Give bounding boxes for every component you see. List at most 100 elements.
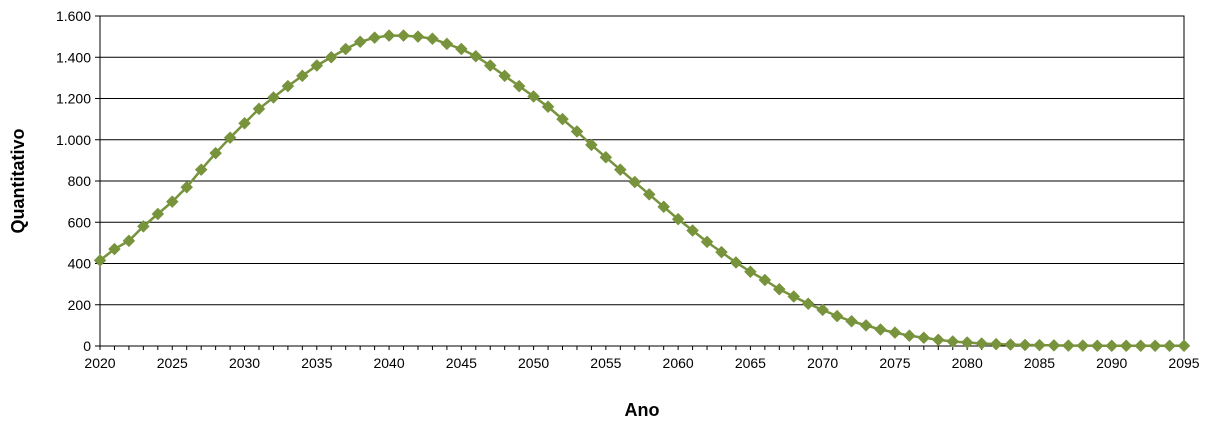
x-tick-label: 2080 bbox=[952, 355, 983, 371]
y-tick-label: 1.000 bbox=[56, 132, 91, 148]
data-point bbox=[527, 90, 540, 103]
data-point bbox=[1033, 338, 1046, 352]
data-point bbox=[1018, 338, 1032, 352]
y-axis: 0 200 400 600 800 1.000 1.200 1.400 1.600 bbox=[56, 8, 100, 354]
x-tick-label: 2070 bbox=[807, 355, 838, 371]
data-point bbox=[397, 29, 410, 42]
data-point bbox=[1076, 339, 1090, 352]
data-point bbox=[339, 42, 353, 56]
data-point bbox=[975, 337, 989, 350]
x-tick-label: 2045 bbox=[446, 355, 477, 371]
data-point bbox=[657, 200, 671, 214]
data-point bbox=[108, 242, 121, 256]
data-point bbox=[903, 329, 916, 343]
data-point bbox=[960, 336, 974, 349]
data-point bbox=[1047, 339, 1061, 352]
data-point bbox=[426, 32, 439, 46]
x-tick-label: 2040 bbox=[373, 355, 404, 371]
data-point bbox=[223, 131, 237, 145]
data-point bbox=[628, 175, 642, 189]
data-point bbox=[1105, 339, 1119, 353]
data-point bbox=[772, 282, 786, 296]
x-tick-label: 2060 bbox=[663, 355, 694, 371]
data-point bbox=[931, 333, 945, 347]
data-point bbox=[93, 254, 107, 267]
x-tick-label: 2055 bbox=[590, 355, 621, 371]
data-point bbox=[888, 326, 902, 339]
data-point bbox=[194, 163, 208, 177]
data-point bbox=[570, 125, 584, 138]
x-tick-label: 2075 bbox=[879, 355, 910, 371]
data-point bbox=[498, 69, 512, 83]
data-point bbox=[845, 314, 858, 328]
y-tick-label: 600 bbox=[68, 214, 92, 230]
data-point bbox=[1177, 339, 1191, 353]
data-point bbox=[541, 100, 555, 114]
x-tick-label: 2065 bbox=[735, 355, 766, 371]
data-point bbox=[700, 235, 714, 249]
data-point bbox=[715, 245, 728, 259]
data-point bbox=[758, 273, 772, 287]
data-point bbox=[122, 234, 136, 248]
data-point bbox=[874, 323, 887, 336]
data-point bbox=[411, 30, 425, 43]
data-point bbox=[859, 319, 873, 332]
x-tick-label: 2095 bbox=[1168, 355, 1199, 371]
x-tick-label: 2090 bbox=[1096, 355, 1127, 371]
data-point bbox=[324, 50, 338, 64]
x-axis-title: Ano bbox=[625, 400, 660, 420]
x-axis: 2020 2025 2030 2035 2040 2045 2050 2055 2060 2065… bbox=[84, 346, 1200, 371]
data-point bbox=[238, 116, 251, 130]
data-point bbox=[642, 188, 656, 201]
data-point bbox=[744, 265, 757, 279]
data-point bbox=[180, 180, 194, 194]
data-point bbox=[917, 331, 931, 345]
data-point bbox=[137, 220, 150, 233]
data-point bbox=[1148, 339, 1162, 353]
data-point bbox=[830, 309, 844, 323]
data-point bbox=[353, 35, 367, 49]
y-tick-label: 1.200 bbox=[56, 91, 91, 107]
data-point bbox=[1090, 339, 1104, 353]
data-point bbox=[599, 150, 613, 164]
data-point bbox=[310, 59, 324, 72]
data-point bbox=[454, 42, 468, 56]
data-point bbox=[252, 102, 266, 116]
data-point bbox=[1163, 339, 1176, 353]
series-line bbox=[99, 34, 1184, 348]
data-point bbox=[512, 79, 526, 93]
data-point bbox=[440, 37, 454, 51]
y-tick-label: 1.600 bbox=[56, 8, 91, 24]
series bbox=[93, 29, 1191, 353]
y-tick-label: 200 bbox=[68, 297, 92, 313]
y-axis-title: Quantitativo bbox=[8, 128, 28, 233]
y-tick-label: 1.400 bbox=[56, 49, 91, 65]
x-tick-label: 2030 bbox=[229, 355, 260, 371]
data-point bbox=[165, 195, 179, 208]
data-point bbox=[585, 138, 598, 152]
data-point bbox=[729, 256, 743, 269]
data-point bbox=[787, 290, 801, 303]
data-point bbox=[946, 335, 960, 348]
data-point bbox=[1119, 339, 1133, 353]
data-point bbox=[267, 91, 280, 104]
data-point bbox=[1004, 338, 1017, 351]
y-tick-label: 0 bbox=[83, 338, 91, 354]
data-point bbox=[483, 59, 497, 72]
data-point bbox=[686, 224, 699, 237]
y-tick-label: 400 bbox=[68, 256, 92, 272]
x-tick-label: 2050 bbox=[518, 355, 549, 371]
data-point bbox=[801, 297, 815, 311]
data-point bbox=[368, 31, 381, 45]
gridlines bbox=[100, 15, 1184, 347]
data-point bbox=[613, 163, 627, 177]
data-point bbox=[469, 49, 483, 63]
data-point bbox=[816, 303, 830, 317]
data-point bbox=[1134, 339, 1147, 353]
x-tick-label: 2020 bbox=[84, 355, 115, 371]
y-tick-label: 800 bbox=[68, 173, 92, 189]
x-tick-label: 2085 bbox=[1024, 355, 1055, 371]
data-point bbox=[671, 212, 685, 226]
